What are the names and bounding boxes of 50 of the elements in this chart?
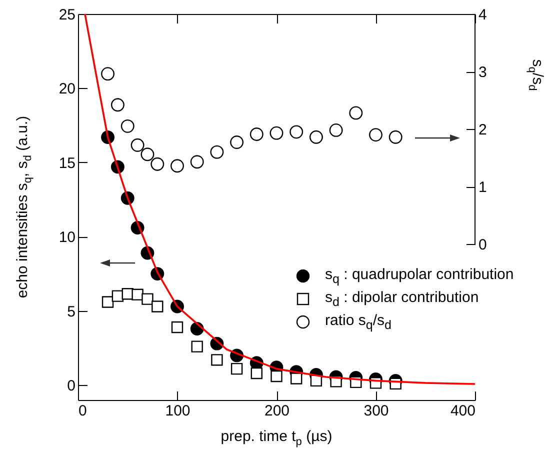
point	[191, 340, 203, 352]
point	[349, 106, 363, 120]
legend-label: ratio s$_{q}$/s$_{d}$	[325, 312, 392, 332]
point	[230, 136, 244, 149]
point	[250, 367, 262, 380]
point	[171, 321, 184, 334]
point	[130, 138, 144, 152]
point	[290, 125, 304, 139]
x-axis-title: prep. time t$_{p}$ (µs)	[220, 428, 332, 448]
x-tick-label: 100	[165, 402, 190, 420]
point	[120, 119, 134, 133]
y-tick-label: 25	[58, 6, 76, 24]
point	[211, 354, 223, 366]
x-tick-label: 300	[364, 402, 389, 420]
x-tick-label: 200	[264, 402, 290, 420]
point	[270, 126, 284, 140]
point	[110, 98, 124, 112]
point	[270, 370, 282, 382]
y-tick-label: 0	[67, 378, 76, 395]
x-tick-label: 0	[78, 402, 87, 420]
point	[142, 293, 154, 305]
point	[140, 148, 154, 162]
point	[369, 128, 382, 142]
point	[250, 128, 264, 141]
legend-label: s$_{q}$ : quadrupolar contribution	[325, 266, 514, 286]
point	[101, 67, 114, 81]
y2-tick-label: 4	[478, 6, 487, 24]
y-tick-label: 5	[67, 303, 76, 320]
y2-tick-label: 2	[478, 122, 487, 139]
point	[388, 130, 402, 144]
point	[150, 157, 164, 171]
point	[329, 123, 343, 137]
point	[230, 362, 243, 375]
y2-tick-label: 3	[478, 64, 487, 82]
legend-label: s$_{d}$ : dipolar contribution	[325, 288, 479, 308]
point	[210, 145, 224, 159]
point	[152, 300, 164, 312]
y-tick-label: 15	[58, 154, 76, 172]
y2-tick-label: 1	[478, 179, 487, 196]
point	[290, 372, 302, 384]
point	[112, 290, 124, 302]
point	[132, 288, 144, 300]
y2-tick-label: 0	[478, 236, 487, 254]
point	[190, 155, 204, 169]
point	[309, 130, 323, 144]
point	[170, 159, 184, 173]
y-tick-label: 10	[58, 229, 76, 246]
y-tick-label: 20	[58, 80, 76, 98]
x-tick-label: 400	[450, 402, 476, 420]
point	[102, 296, 114, 308]
